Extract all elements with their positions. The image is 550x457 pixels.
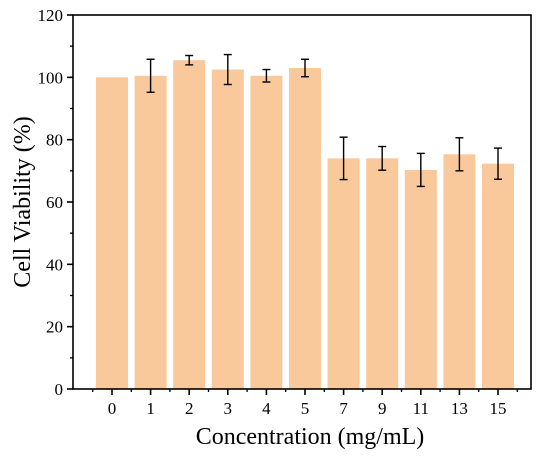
- bar-3: [212, 70, 244, 389]
- x-tick-label: 9: [378, 399, 387, 418]
- y-tick-label: 40: [46, 255, 63, 274]
- y-tick-label: 60: [46, 193, 63, 212]
- x-tick-label: 1: [146, 399, 155, 418]
- y-tick-label: 0: [55, 380, 64, 399]
- x-tick-label: 7: [339, 399, 348, 418]
- bar-5: [289, 68, 321, 389]
- bar-9: [366, 158, 398, 389]
- x-tick-label: 3: [224, 399, 233, 418]
- y-tick-label: 80: [46, 131, 63, 150]
- bar-2: [173, 60, 205, 389]
- bar-13: [443, 154, 475, 389]
- y-tick-label: 120: [38, 6, 64, 25]
- bar-11: [405, 170, 437, 389]
- x-tick-label: 15: [490, 399, 507, 418]
- x-tick-label: 13: [451, 399, 468, 418]
- x-tick-label: 0: [108, 399, 117, 418]
- x-tick-label: 4: [262, 399, 271, 418]
- bar-7: [328, 158, 360, 389]
- bar-4: [250, 76, 282, 389]
- x-tick-label: 5: [301, 399, 310, 418]
- x-tick-label: 2: [185, 399, 194, 418]
- x-tick-label: 11: [413, 399, 429, 418]
- bar-15: [482, 164, 514, 389]
- y-tick-label: 100: [38, 68, 64, 87]
- bars: [96, 60, 514, 389]
- bar-1: [135, 76, 167, 389]
- y-tick-label: 20: [46, 318, 63, 337]
- x-axis-title: Concentration (mg/mL): [196, 424, 425, 450]
- bar-0: [96, 77, 128, 389]
- y-axis-title: Cell Viability (%): [10, 116, 36, 287]
